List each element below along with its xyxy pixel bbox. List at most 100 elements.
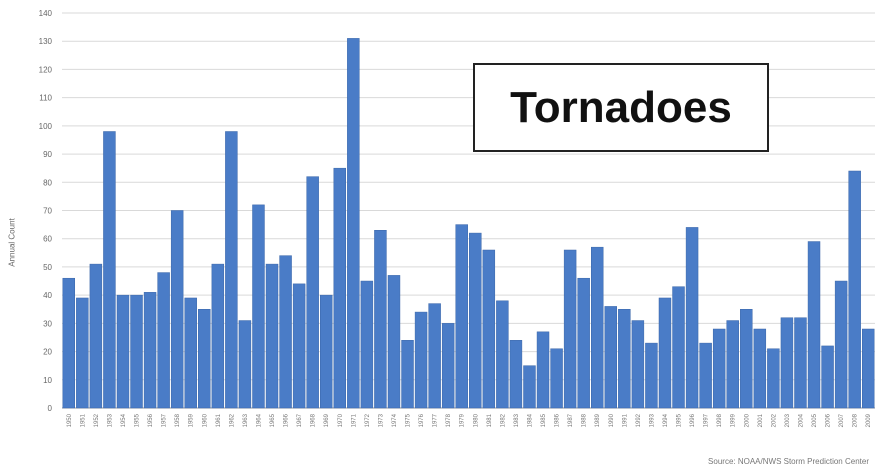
x-tick-label: 2009 xyxy=(866,413,872,427)
x-tick-label: 1970 xyxy=(338,413,344,427)
chart-title: Tornadoes xyxy=(510,82,732,132)
x-tick-label: 1981 xyxy=(487,413,493,427)
y-tick-label: 50 xyxy=(43,263,52,272)
bar-2004 xyxy=(794,317,807,409)
x-tick-label: 1969 xyxy=(324,413,330,427)
x-tick-labels: 1950 1951 1952 1953 1954 1955 1956 1957 1958 1959… xyxy=(67,413,872,427)
bar-2005 xyxy=(807,241,821,409)
bar-1996 xyxy=(685,227,699,409)
x-tick-label: 2007 xyxy=(839,413,845,427)
y-tick-label: 90 xyxy=(43,150,52,159)
y-tick-label: 30 xyxy=(43,319,52,328)
bar-1977 xyxy=(428,303,441,409)
x-tick-label: 1958 xyxy=(175,413,181,427)
bar-2001 xyxy=(753,328,767,409)
bar-2000 xyxy=(740,309,753,409)
bar-1952 xyxy=(89,263,103,409)
bar-2006 xyxy=(821,345,834,409)
bar-1999 xyxy=(726,320,739,409)
bar-2003 xyxy=(780,317,794,409)
x-tick-label: 1950 xyxy=(67,413,73,427)
bar-1987 xyxy=(563,249,577,409)
x-tick-label: 1955 xyxy=(135,413,141,427)
bar-1975 xyxy=(401,340,414,409)
bar-1984 xyxy=(523,365,536,409)
bar-1955 xyxy=(130,294,143,409)
bar-1956 xyxy=(143,292,157,409)
bar-1950 xyxy=(62,277,75,409)
bar-1973 xyxy=(374,230,387,409)
x-tick-label: 1956 xyxy=(148,413,154,427)
bar-1982 xyxy=(496,300,509,409)
bar-1957 xyxy=(157,272,170,409)
y-tick-label: 120 xyxy=(39,65,53,74)
bar-1978 xyxy=(441,323,455,409)
bar-2008 xyxy=(848,170,861,409)
bar-1994 xyxy=(658,297,672,409)
bar-1971 xyxy=(347,38,360,409)
x-tick-label: 1988 xyxy=(582,413,588,427)
bar-1959 xyxy=(184,297,197,409)
x-tick-label: 1964 xyxy=(256,413,262,427)
x-tick-label: 1962 xyxy=(229,413,235,427)
y-tick-label: 20 xyxy=(43,348,52,357)
bar-1998 xyxy=(712,328,726,409)
y-tick-label: 40 xyxy=(43,291,52,300)
bar-1992 xyxy=(631,320,645,409)
x-tick-label: 1965 xyxy=(270,413,276,427)
x-tick-label: 1990 xyxy=(609,413,615,427)
bar-1990 xyxy=(604,306,617,409)
x-tick-label: 1980 xyxy=(473,413,479,427)
y-tick-labels: 0 10 20 30 40 50 60 70 80 90 100 110 120 130 140 xyxy=(39,9,53,413)
bar-1993 xyxy=(645,342,658,409)
x-tick-label: 1973 xyxy=(378,413,384,427)
x-tick-label: 1993 xyxy=(649,413,655,427)
bar-1966 xyxy=(279,255,292,409)
x-tick-label: 1972 xyxy=(365,413,371,427)
bar-1988 xyxy=(577,277,590,409)
bar-1961 xyxy=(211,263,225,409)
bar-1964 xyxy=(252,204,265,409)
x-tick-label: 1979 xyxy=(460,413,466,427)
x-tick-label: 1975 xyxy=(406,413,412,427)
bar-1985 xyxy=(536,331,550,409)
bar-1991 xyxy=(618,309,631,409)
x-tick-label: 1951 xyxy=(80,413,86,427)
y-tick-label: 70 xyxy=(43,207,52,216)
bar-1974 xyxy=(387,275,401,409)
x-tick-label: 1967 xyxy=(297,413,303,427)
x-tick-label: 1997 xyxy=(704,413,710,427)
x-tick-label: 1996 xyxy=(690,413,696,427)
x-tick-label: 1954 xyxy=(121,413,127,427)
bar-2002 xyxy=(767,348,780,409)
x-tick-label: 2001 xyxy=(758,413,764,427)
x-tick-label: 1982 xyxy=(500,413,506,427)
bar-1995 xyxy=(672,286,685,409)
x-tick-label: 2003 xyxy=(785,413,791,427)
bar-1979 xyxy=(455,224,468,409)
bar-1972 xyxy=(360,280,374,409)
y-tick-label: 0 xyxy=(48,404,53,413)
x-tick-label: 1984 xyxy=(527,413,533,427)
bar-1965 xyxy=(265,263,279,409)
bar-1986 xyxy=(550,348,563,409)
bar-1958 xyxy=(170,210,184,409)
source-note: Source: NOAA/NWS Storm Prediction Center xyxy=(708,457,869,466)
bar-1953 xyxy=(103,131,116,409)
bar-1951 xyxy=(76,297,89,409)
y-tick-label: 100 xyxy=(39,122,53,131)
x-tick-label: 1992 xyxy=(636,413,642,427)
x-tick-label: 1966 xyxy=(284,413,290,427)
bar-1976 xyxy=(414,311,428,409)
bar-1962 xyxy=(225,131,238,409)
x-tick-label: 1987 xyxy=(568,413,574,427)
bar-1997 xyxy=(699,342,712,409)
x-tick-label: 1968 xyxy=(311,413,317,427)
bar-1989 xyxy=(591,246,604,409)
x-tick-label: 2008 xyxy=(853,413,859,427)
bar-1963 xyxy=(238,320,252,409)
x-tick-label: 1989 xyxy=(595,413,601,427)
y-tick-label: 80 xyxy=(43,178,52,187)
x-tick-label: 2006 xyxy=(826,413,832,427)
